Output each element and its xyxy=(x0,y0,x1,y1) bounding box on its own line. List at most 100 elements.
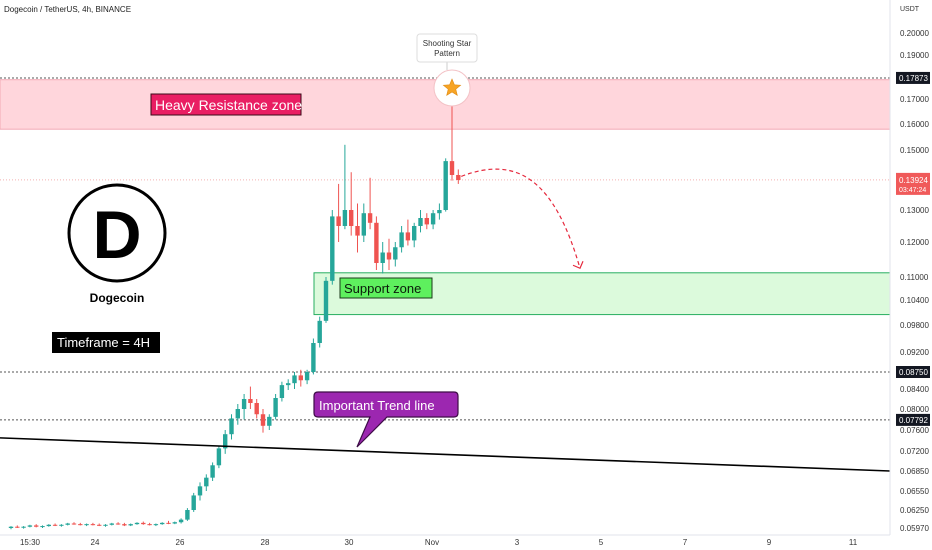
candle xyxy=(204,474,209,491)
candle-body xyxy=(141,522,146,525)
candle xyxy=(437,203,442,220)
candle-body xyxy=(336,216,341,226)
candle-body xyxy=(254,403,259,415)
trend-label-bubble[interactable] xyxy=(313,391,459,448)
candle xyxy=(178,518,184,524)
price-tick: 0.09800 xyxy=(900,321,929,330)
support-label: Support zone xyxy=(344,281,421,296)
candle-body xyxy=(235,409,240,419)
dogecoin-logo-caption: Dogecoin xyxy=(90,291,145,305)
candle xyxy=(223,430,228,454)
candle xyxy=(336,183,341,242)
candle-body xyxy=(380,252,385,263)
price-tick: 0.08000 xyxy=(900,405,929,414)
candle-body xyxy=(21,526,26,528)
time-tick: Nov xyxy=(425,538,439,547)
timeframe-label: Timeframe = 4H xyxy=(57,335,150,350)
candle xyxy=(393,242,398,267)
resistance-label: Heavy Resistance zone xyxy=(155,97,302,113)
candle xyxy=(8,526,14,530)
candle xyxy=(456,169,461,184)
candle xyxy=(46,524,51,527)
candle-body xyxy=(273,398,278,417)
candle-body xyxy=(134,522,140,525)
candle xyxy=(134,522,140,525)
candle-body xyxy=(46,524,51,527)
time-tick-labels: 15:30 24 26 28 30 Nov 3 5 7 9 11 xyxy=(20,538,858,547)
candle xyxy=(412,222,417,248)
level-badge xyxy=(896,71,930,84)
price-tick: 0.11000 xyxy=(900,273,929,282)
time-tick: 24 xyxy=(91,538,100,547)
candle-body xyxy=(185,510,190,520)
pattern-label-box[interactable] xyxy=(416,33,478,63)
price-tick: 0.06550 xyxy=(900,487,929,496)
time-tick: 30 xyxy=(345,538,354,547)
candle xyxy=(367,177,373,230)
dogecoin-logo-ring xyxy=(67,183,167,283)
candle xyxy=(115,522,121,525)
candle-body xyxy=(59,524,64,526)
symbol-label: Dogecoin / TetherUS, 4h, BINANCE xyxy=(4,5,131,14)
candle xyxy=(141,521,146,525)
candle xyxy=(424,213,429,230)
candle xyxy=(40,525,45,528)
candle xyxy=(241,394,247,420)
candle-body xyxy=(109,523,114,525)
candle-body xyxy=(349,210,354,226)
projection-arrow-head xyxy=(572,261,584,270)
candle-body xyxy=(355,226,360,236)
candle xyxy=(122,522,127,527)
candle xyxy=(304,369,310,385)
candle xyxy=(260,409,266,433)
resistance-label-box[interactable] xyxy=(150,93,302,116)
candle xyxy=(399,226,404,253)
candle-body xyxy=(128,524,133,526)
price-tick: 0.16000 xyxy=(900,120,929,129)
candle-body xyxy=(160,522,165,525)
time-tick: 26 xyxy=(176,538,185,547)
candle xyxy=(405,219,411,246)
candle xyxy=(128,523,133,527)
candle-body xyxy=(115,523,121,525)
support-zone xyxy=(313,272,891,316)
candle-body xyxy=(147,524,152,526)
level-badge xyxy=(896,366,930,378)
price-tick: 0.10400 xyxy=(900,296,929,305)
candle-body xyxy=(317,320,322,343)
candle-body xyxy=(437,210,442,214)
candle-body xyxy=(260,414,266,426)
currency-label: USDT xyxy=(900,6,920,13)
candle xyxy=(361,203,366,242)
candle-body xyxy=(103,524,108,526)
timeframe-label-box[interactable] xyxy=(52,332,160,353)
price-tick: 0.09200 xyxy=(900,348,929,357)
candle xyxy=(71,522,77,525)
candle-body xyxy=(122,524,127,526)
price-axis[interactable] xyxy=(890,0,932,550)
candle xyxy=(27,524,33,528)
support-label-box[interactable] xyxy=(339,277,433,299)
price-badges: 0.17873 0.08750 0.07792 0.13924 03:47:24 xyxy=(896,71,930,426)
candle-body xyxy=(430,213,436,225)
trend-line[interactable] xyxy=(0,437,891,472)
candle xyxy=(172,521,177,525)
candle xyxy=(317,316,322,348)
candle-body xyxy=(223,434,228,449)
level-badge-text: 0.08750 xyxy=(899,368,928,377)
candle xyxy=(166,520,171,525)
candle xyxy=(153,523,159,527)
candle xyxy=(21,526,26,529)
candle-body xyxy=(27,525,33,527)
candle-body xyxy=(15,526,20,528)
candle-body xyxy=(424,218,429,225)
candle xyxy=(235,404,240,425)
time-tick: 7 xyxy=(683,538,688,547)
candle-body xyxy=(405,232,411,241)
candle xyxy=(109,522,114,526)
price-tick: 0.07200 xyxy=(900,447,929,456)
candle-body xyxy=(367,213,373,223)
time-tick: 3 xyxy=(515,538,520,547)
candle-body xyxy=(8,526,14,528)
candle-body xyxy=(267,416,272,426)
